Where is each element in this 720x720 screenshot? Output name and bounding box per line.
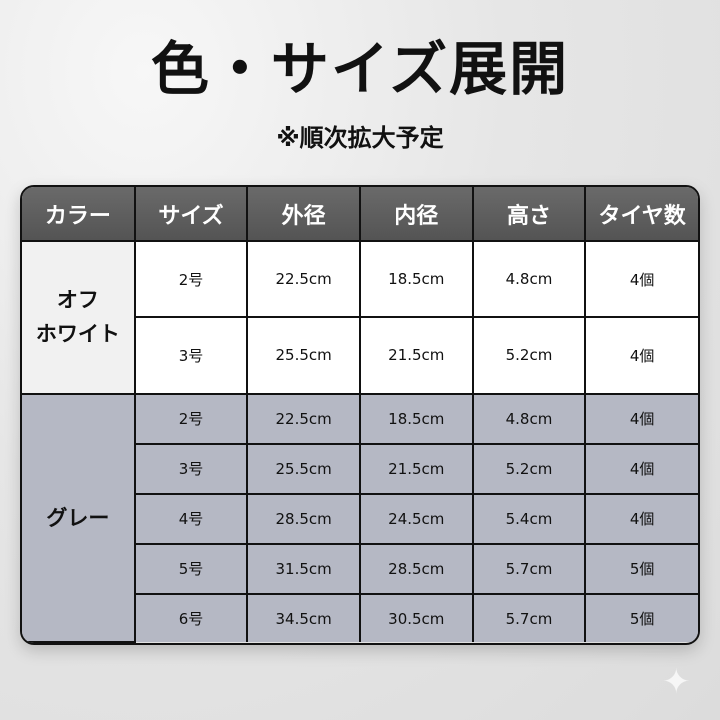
size-cell: 3号 <box>134 316 249 395</box>
size-table: カラー サイズ 外径 内径 高さ タイヤ数 オフ ホワイト 2号 22.5cm 18.… <box>20 185 700 645</box>
size-cell: 6号 <box>134 593 249 642</box>
tire-count-cell: 5個 <box>584 593 698 642</box>
tire-count-cell: 4個 <box>584 492 698 545</box>
outer-diameter-cell: 31.5cm <box>246 542 361 596</box>
height-cell: 5.7cm <box>471 593 587 642</box>
header-row: カラー サイズ 外径 内径 高さ タイヤ数 <box>22 187 698 242</box>
height-cell: 4.8cm <box>471 392 587 445</box>
inner-diameter-cell: 21.5cm <box>358 442 474 495</box>
size-cell: 4号 <box>134 492 249 545</box>
outer-diameter-cell: 22.5cm <box>246 392 361 445</box>
header-size: サイズ <box>133 187 249 242</box>
table-row: グレー 2号 22.5cm 18.5cm 4.8cm 4個 <box>22 392 698 643</box>
inner-diameter-cell: 28.5cm <box>358 542 474 596</box>
tire-count-cell: 4個 <box>584 239 698 319</box>
header-inner-diameter: 内径 <box>358 187 474 242</box>
outer-diameter-cell: 22.5cm <box>246 239 361 319</box>
page-title: 色・サイズ展開 <box>150 35 570 103</box>
color-cell: オフ ホワイト <box>22 240 136 395</box>
table-row: 3号 25.5cm 21.5cm 5.2cm 4個 <box>22 316 698 395</box>
outer-diameter-cell: 34.5cm <box>246 593 361 642</box>
inner-diameter-cell: 18.5cm <box>358 239 474 319</box>
height-cell: 5.2cm <box>471 442 587 495</box>
table-row: 6号 34.5cm 30.5cm 5.7cm 5個 <box>22 593 698 642</box>
height-cell: 5.4cm <box>471 492 587 545</box>
outer-diameter-cell: 25.5cm <box>246 442 361 495</box>
sparkle-icon: ✦ <box>662 662 691 702</box>
header-outer-diameter: 外径 <box>246 187 361 242</box>
outer-diameter-cell: 28.5cm <box>246 492 361 545</box>
color-cell: グレー <box>22 392 136 643</box>
header-color: カラー <box>22 187 136 242</box>
tire-count-cell: 5個 <box>584 542 698 596</box>
height-cell: 5.2cm <box>471 316 587 395</box>
outer-diameter-cell: 25.5cm <box>246 316 361 395</box>
inner-diameter-cell: 24.5cm <box>358 492 474 545</box>
size-cell: 3号 <box>134 442 249 495</box>
size-cell: 2号 <box>133 239 249 319</box>
inner-diameter-cell: 21.5cm <box>358 316 474 395</box>
height-cell: 5.7cm <box>471 542 587 596</box>
size-cell: 2号 <box>133 392 249 445</box>
height-cell: 4.8cm <box>471 239 587 319</box>
size-cell: 5号 <box>134 542 249 596</box>
table-row: 3号 25.5cm 21.5cm 5.2cm 4個 <box>22 442 698 495</box>
table-row: 5号 31.5cm 28.5cm 5.7cm 5個 <box>22 542 698 596</box>
inner-diameter-cell: 30.5cm <box>358 593 474 642</box>
tire-count-cell: 4個 <box>584 316 698 395</box>
table-row: オフ ホワイト 2号 22.5cm 18.5cm 4.8cm 4個 <box>22 239 698 395</box>
subtitle: ※順次拡大予定 <box>276 124 444 152</box>
header-height: 高さ <box>471 187 587 242</box>
inner-diameter-cell: 18.5cm <box>358 392 474 445</box>
table-row: 4号 28.5cm 24.5cm 5.4cm 4個 <box>22 492 698 545</box>
header-tire-count: タイヤ数 <box>584 187 698 242</box>
tire-count-cell: 4個 <box>584 392 698 445</box>
tire-count-cell: 4個 <box>584 442 698 495</box>
